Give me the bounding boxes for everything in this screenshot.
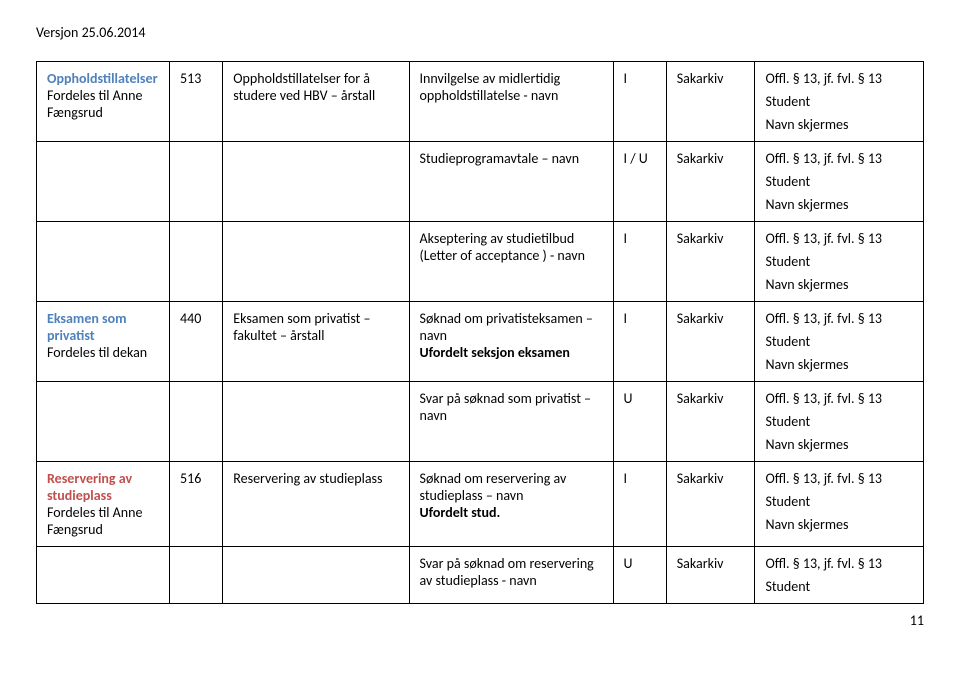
cell-category (37, 382, 170, 462)
category-sub: Fordeles til Anne Fængsrud (47, 504, 159, 538)
cell-title: Oppholdstillatelser for å studere ved HB… (223, 62, 409, 142)
cell-code: 440 (170, 302, 223, 382)
cell-direction: I (613, 462, 666, 547)
info-screen: Navn skjermes (765, 196, 913, 213)
table-row: Eksamen som privatist Fordeles til dekan… (37, 302, 924, 382)
table-row: Reservering av studieplass Fordeles til … (37, 462, 924, 547)
cell-code (170, 382, 223, 462)
info-entity: Student (765, 493, 913, 510)
info-entity: Student (765, 333, 913, 350)
page-number: 11 (36, 612, 924, 629)
cell-subject: Svar på søknad som privatist – navn (409, 382, 613, 462)
cell-info: Offl. § 13, jf. fvl. § 13 Student (755, 547, 924, 604)
cell-title (223, 382, 409, 462)
cell-subject: Akseptering av studietilbud (Letter of a… (409, 222, 613, 302)
cell-subject: Studieprogramavtale – navn (409, 142, 613, 222)
cell-direction: I (613, 62, 666, 142)
subject-line: Svar på søknad om reservering av studiep… (420, 555, 603, 589)
cell-direction: I (613, 302, 666, 382)
info-law: Offl. § 13, jf. fvl. § 13 (765, 70, 913, 87)
table-row: Studieprogramavtale – navn I / U Sakarki… (37, 142, 924, 222)
info-law: Offl. § 13, jf. fvl. § 13 (765, 390, 913, 407)
cell-category: Eksamen som privatist Fordeles til dekan (37, 302, 170, 382)
cell-archive: Sakarkiv (666, 302, 755, 382)
subject-line: Akseptering av studietilbud (Letter of a… (420, 230, 603, 264)
table-row: Svar på søknad som privatist – navn U Sa… (37, 382, 924, 462)
cell-code (170, 222, 223, 302)
subject-line: Søknad om reservering av studieplass – n… (420, 470, 603, 504)
cell-code: 516 (170, 462, 223, 547)
info-screen: Navn skjermes (765, 516, 913, 533)
cell-direction: I (613, 222, 666, 302)
subject-bold: Ufordelt seksjon eksamen (420, 344, 603, 361)
info-law: Offl. § 13, jf. fvl. § 13 (765, 230, 913, 247)
table-row: Akseptering av studietilbud (Letter of a… (37, 222, 924, 302)
category-heading: Oppholdstillatelser (47, 70, 159, 87)
info-entity: Student (765, 93, 913, 110)
info-law: Offl. § 13, jf. fvl. § 13 (765, 150, 913, 167)
cell-title (223, 547, 409, 604)
info-screen: Navn skjermes (765, 436, 913, 453)
info-law: Offl. § 13, jf. fvl. § 13 (765, 470, 913, 487)
info-law: Offl. § 13, jf. fvl. § 13 (765, 310, 913, 327)
cell-subject: Søknad om reservering av studieplass – n… (409, 462, 613, 547)
subject-line: Innvilgelse av midlertidig oppholdstilla… (420, 70, 603, 104)
cell-category (37, 547, 170, 604)
info-entity: Student (765, 578, 913, 595)
cell-direction: U (613, 382, 666, 462)
info-screen: Navn skjermes (765, 276, 913, 293)
cell-info: Offl. § 13, jf. fvl. § 13 Student Navn s… (755, 222, 924, 302)
subject-bold: Ufordelt stud. (420, 504, 603, 521)
cell-title (223, 142, 409, 222)
cell-archive: Sakarkiv (666, 462, 755, 547)
category-sub: Fordeles til Anne Fængsrud (47, 87, 159, 121)
category-heading: Reservering av studieplass (47, 470, 159, 504)
subject-line: Svar på søknad som privatist – navn (420, 390, 603, 424)
document-table: Oppholdstillatelser Fordeles til Anne Fæ… (36, 61, 924, 604)
table-row: Oppholdstillatelser Fordeles til Anne Fæ… (37, 62, 924, 142)
table-row: Svar på søknad om reservering av studiep… (37, 547, 924, 604)
cell-archive: Sakarkiv (666, 547, 755, 604)
info-entity: Student (765, 253, 913, 270)
cell-title (223, 222, 409, 302)
info-screen: Navn skjermes (765, 116, 913, 133)
cell-info: Offl. § 13, jf. fvl. § 13 Student Navn s… (755, 302, 924, 382)
cell-title: Eksamen som privatist – fakultet – årsta… (223, 302, 409, 382)
info-entity: Student (765, 173, 913, 190)
cell-subject: Søknad om privatisteksamen – navn Uforde… (409, 302, 613, 382)
cell-category: Reservering av studieplass Fordeles til … (37, 462, 170, 547)
cell-subject: Innvilgelse av midlertidig oppholdstilla… (409, 62, 613, 142)
cell-archive: Sakarkiv (666, 222, 755, 302)
version-line: Versjon 25.06.2014 (36, 24, 924, 41)
cell-info: Offl. § 13, jf. fvl. § 13 Student Navn s… (755, 462, 924, 547)
cell-info: Offl. § 13, jf. fvl. § 13 Student Navn s… (755, 142, 924, 222)
cell-archive: Sakarkiv (666, 142, 755, 222)
info-law: Offl. § 13, jf. fvl. § 13 (765, 555, 913, 572)
category-sub: Fordeles til dekan (47, 344, 159, 361)
cell-subject: Svar på søknad om reservering av studiep… (409, 547, 613, 604)
cell-category (37, 222, 170, 302)
cell-direction: I / U (613, 142, 666, 222)
info-entity: Student (765, 413, 913, 430)
cell-category: Oppholdstillatelser Fordeles til Anne Fæ… (37, 62, 170, 142)
cell-code (170, 142, 223, 222)
cell-code (170, 547, 223, 604)
cell-info: Offl. § 13, jf. fvl. § 13 Student Navn s… (755, 62, 924, 142)
cell-code: 513 (170, 62, 223, 142)
subject-line: Studieprogramavtale – navn (420, 150, 603, 167)
subject-line: Søknad om privatisteksamen – navn (420, 310, 603, 344)
cell-archive: Sakarkiv (666, 382, 755, 462)
info-screen: Navn skjermes (765, 356, 913, 373)
cell-archive: Sakarkiv (666, 62, 755, 142)
cell-direction: U (613, 547, 666, 604)
cell-category (37, 142, 170, 222)
category-heading: Eksamen som privatist (47, 310, 159, 344)
cell-info: Offl. § 13, jf. fvl. § 13 Student Navn s… (755, 382, 924, 462)
cell-title: Reservering av studieplass (223, 462, 409, 547)
